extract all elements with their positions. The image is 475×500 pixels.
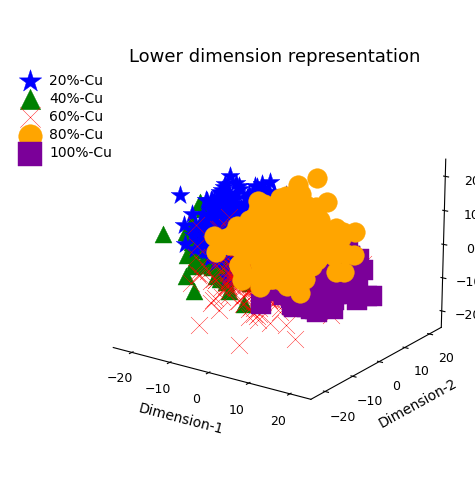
Title: Lower dimension representation: Lower dimension representation: [129, 48, 420, 66]
Legend: 20%-Cu, 40%-Cu, 60%-Cu, 80%-Cu, 100%-Cu: 20%-Cu, 40%-Cu, 60%-Cu, 80%-Cu, 100%-Cu: [14, 72, 114, 162]
Y-axis label: Dimension-2: Dimension-2: [376, 376, 459, 430]
X-axis label: Dimension-1: Dimension-1: [137, 402, 225, 437]
